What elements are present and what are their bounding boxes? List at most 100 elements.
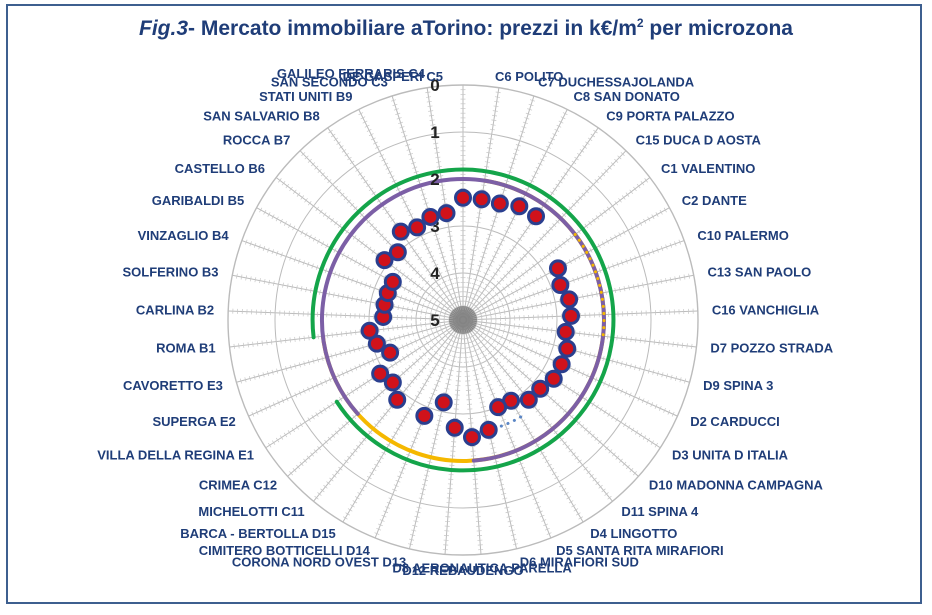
grid-minor-tick (439, 410, 445, 413)
grid-minor-tick (532, 497, 538, 500)
grid-minor-tick (319, 209, 323, 214)
grid-minor-tick (262, 246, 266, 251)
grid-minor-tick (644, 338, 646, 344)
grid-minor-tick (619, 419, 623, 425)
category-label: C8 SAN DONATO (573, 89, 679, 104)
grid-minor-tick (523, 283, 527, 289)
grid-minor-tick (355, 279, 359, 285)
grid-minor-tick (535, 443, 540, 447)
grid-minor-tick (568, 164, 574, 168)
grid-minor-tick (508, 525, 514, 527)
grid-minor-tick (426, 96, 432, 98)
grid-minor-tick (432, 438, 438, 440)
grid-minor-tick (283, 221, 287, 226)
grid-minor-tick (303, 419, 307, 425)
grid-minor-tick (376, 199, 382, 203)
grid-minor-tick (389, 337, 392, 343)
grid-minor-tick (517, 306, 520, 312)
grid-minor-tick (655, 212, 659, 217)
grid-minor-tick (595, 481, 600, 486)
grid-minor-tick (625, 464, 630, 470)
grid-minor-tick (375, 252, 379, 257)
grid-minor-tick (477, 207, 483, 210)
grid-minor-tick (529, 336, 532, 342)
grid-minor-tick (397, 475, 403, 479)
grid-minor-tick (420, 322, 422, 328)
grid-minor-tick (539, 338, 542, 344)
grid-minor-tick (389, 243, 394, 248)
grid-minor-tick (438, 294, 443, 299)
grid-minor-tick (354, 365, 358, 371)
grid-minor-tick (591, 292, 594, 298)
grid-minor-tick (334, 220, 338, 226)
grid-minor-tick (386, 443, 391, 447)
grid-minor-tick (633, 394, 636, 400)
category-label: VINZAGLIO B4 (138, 228, 230, 243)
grid-minor-tick (501, 492, 507, 495)
grid-minor-tick (400, 419, 406, 423)
grid-minor-tick (414, 338, 418, 344)
grid-minor-tick (643, 218, 647, 224)
grid-minor-tick (423, 479, 429, 482)
grid-minor-tick (493, 105, 499, 108)
grid-minor-tick (560, 116, 566, 120)
grid-minor-tick (352, 500, 358, 504)
grid-minor-tick (341, 149, 347, 153)
grid-minor-tick (543, 339, 546, 345)
grid-minor-tick (317, 334, 319, 340)
grid-minor-tick (397, 269, 402, 274)
grid-minor-tick (436, 347, 442, 351)
data-point (454, 188, 472, 207)
grid-minor-tick (616, 386, 619, 392)
grid-minor-tick (577, 254, 581, 260)
grid-minor-tick (366, 129, 372, 132)
grid-minor-tick (513, 263, 518, 268)
grid-minor-tick (502, 328, 505, 334)
grid-minor-tick (326, 333, 329, 339)
r-tick-label: 3 (430, 217, 439, 236)
category-label: C6 POLITO (495, 69, 563, 84)
grid-minor-tick (482, 336, 486, 341)
grid-minor-tick (427, 292, 432, 297)
grid-minor-tick (625, 362, 628, 368)
grid-minor-tick (629, 467, 634, 473)
grid-minor-tick (507, 329, 510, 335)
grid-minor-tick (501, 303, 504, 309)
grid-minor-tick (518, 462, 524, 466)
grid-minor-tick (378, 327, 380, 333)
grid-minor-tick (610, 162, 615, 167)
grid-minor-tick (442, 362, 448, 365)
grid-minor-tick (509, 322, 511, 328)
grid-minor-tick (356, 238, 361, 243)
category-label: SOLFERINO B3 (122, 265, 218, 280)
grid-minor-tick (325, 243, 329, 249)
grid-minor-tick (317, 169, 322, 173)
grid-minor-tick (556, 124, 562, 128)
grid-minor-tick (650, 440, 655, 445)
grid-minor-tick (403, 237, 409, 241)
grid-minor-tick (537, 326, 539, 332)
grid-minor-tick (513, 364, 518, 370)
grid-minor-tick (473, 374, 479, 376)
grid-minor-tick (466, 282, 472, 284)
grid-minor-tick (652, 249, 655, 255)
grid-minor-tick (425, 349, 430, 354)
grid-minor-tick (630, 427, 635, 433)
grid-minor-tick (311, 162, 316, 167)
grid-minor-tick (393, 431, 399, 435)
grid-minor-tick (441, 291, 447, 295)
grid-minor-tick (362, 344, 365, 350)
category-label: C15 DUCA D AOSTA (636, 133, 762, 148)
grid-minor-tick (627, 425, 631, 430)
grid-minor-tick (475, 383, 481, 385)
grid-minor-tick (324, 379, 328, 384)
center-hub (449, 306, 477, 334)
grid-minor-tick (279, 435, 284, 440)
grid-minor-tick (253, 242, 257, 248)
grid-minor-tick (519, 296, 522, 302)
grid-minor-tick (508, 348, 512, 353)
grid-minor-tick (606, 239, 610, 244)
category-label: GALILEO FERRARIS C4 (277, 66, 426, 81)
grid-minor-tick (499, 310, 501, 316)
grid-minor-tick (433, 335, 438, 341)
